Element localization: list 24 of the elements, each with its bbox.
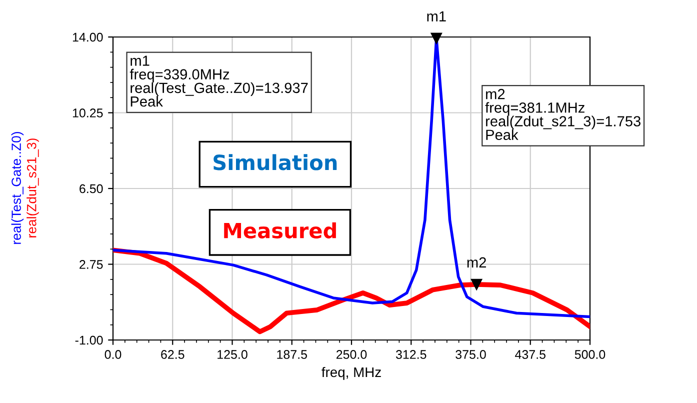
text: Simulation bbox=[214, 154, 337, 170]
x-tick-label: 62.5 bbox=[161, 350, 184, 359]
x-tick-label: 500.0 bbox=[574, 350, 606, 359]
line-series bbox=[113, 248, 590, 334]
y-tick-label: -1.00 bbox=[75, 336, 103, 345]
y-tick-label: 6.50 bbox=[80, 184, 103, 194]
x-tick-label: 250.0 bbox=[336, 350, 367, 359]
x-tick-label: 0.0 bbox=[104, 350, 122, 359]
text: real(Test_Gate..Z0) bbox=[11, 132, 24, 244]
annotation: m2 freq=381.1MHz real(Zdut_s21_3)=1.753 Peak bbox=[485, 88, 640, 140]
annotation: m2 bbox=[467, 257, 486, 268]
y-tick-label: 2.75 bbox=[80, 260, 103, 269]
text: real(Zdut_s21_3) bbox=[26, 138, 39, 238]
x-tick-label: 187.5 bbox=[277, 350, 307, 359]
x-tick-label: 312.5 bbox=[396, 350, 426, 359]
x-tick-label: 125.0 bbox=[218, 350, 248, 359]
y-tick-label: 14.00 bbox=[72, 32, 103, 42]
x-tick-label: 437.5 bbox=[515, 350, 546, 359]
x-tick-label: 375.0 bbox=[456, 350, 486, 359]
annotation: m1 bbox=[427, 11, 446, 22]
text: Measured bbox=[224, 222, 336, 238]
y-tick-label: 10.25 bbox=[72, 108, 103, 118]
x-axis-title: freq, MHz bbox=[322, 366, 381, 380]
annotation: m1 freq=339.0MHz real(Test_Gate..Z0)=13.937 Peak bbox=[130, 56, 308, 107]
